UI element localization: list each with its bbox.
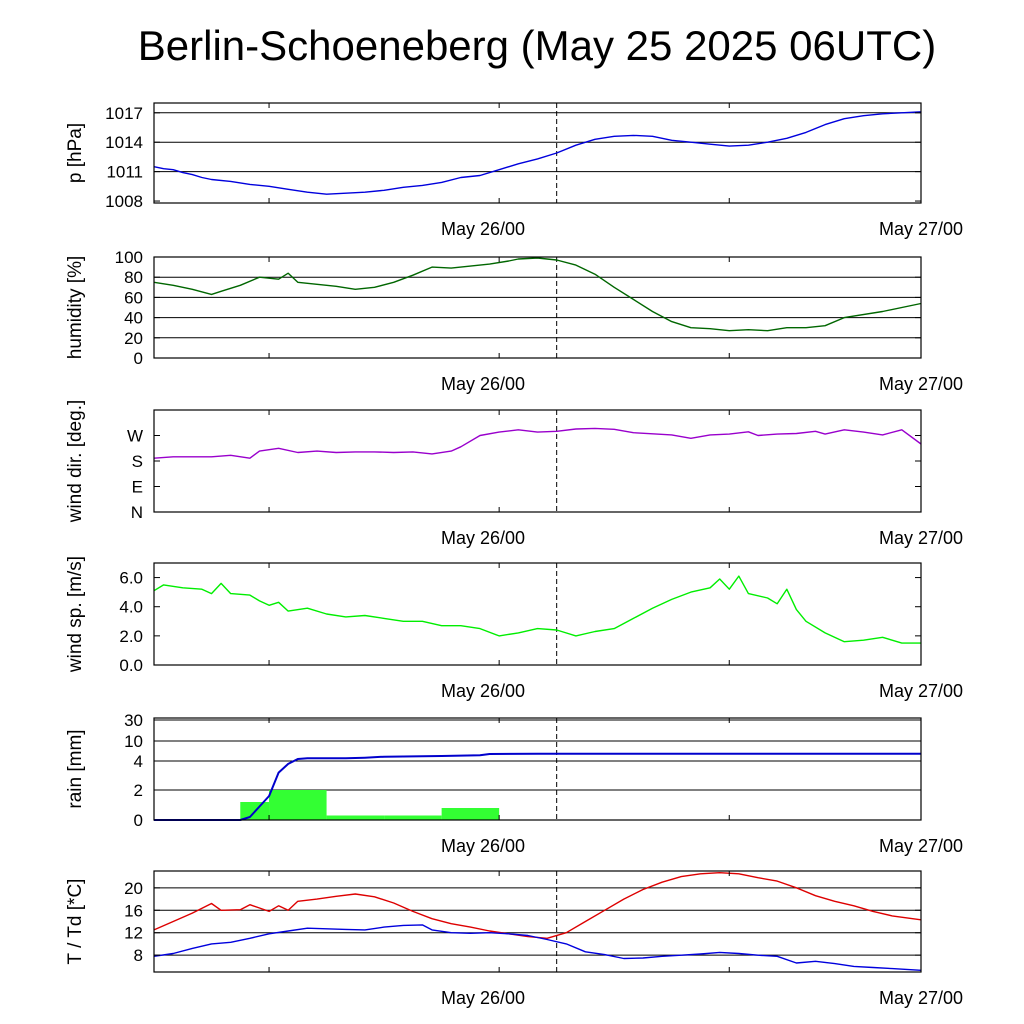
x-tick-label: May 26/00 xyxy=(441,374,525,394)
y-tick-label: 4.0 xyxy=(119,598,143,617)
rain-bar xyxy=(441,808,500,820)
panel-frame xyxy=(153,409,922,513)
x-tick-label: May 27/00 xyxy=(879,836,963,856)
series-line-t xyxy=(153,872,922,939)
series-line xyxy=(153,575,921,644)
y-axis-label: wind dir. [deg.] xyxy=(65,400,86,524)
y-axis-label: p [hPa] xyxy=(65,123,86,183)
y-tick-label: 2.0 xyxy=(119,627,143,646)
panel-frame xyxy=(153,870,922,973)
y-tick-label: 1014 xyxy=(105,133,143,152)
panel-frame xyxy=(153,562,922,666)
x-tick-label: May 27/00 xyxy=(879,219,963,239)
y-tick-label: 40 xyxy=(124,309,143,328)
y-tick-label: 0.0 xyxy=(119,656,143,675)
y-axis-label: rain [mm] xyxy=(65,729,86,808)
series-line xyxy=(153,257,922,332)
y-tick-label: 0 xyxy=(134,811,143,830)
series-line xyxy=(154,752,921,821)
y-tick-label: 100 xyxy=(115,248,143,267)
x-tick-label: May 27/00 xyxy=(879,988,963,1008)
x-tick-label: May 26/00 xyxy=(441,988,525,1008)
x-tick-label: May 27/00 xyxy=(879,374,963,394)
y-tick-label: 4 xyxy=(134,752,143,771)
chart-title: Berlin-Schoeneberg (May 25 2025 06UTC) xyxy=(137,22,937,69)
y-axis-label: wind sp. [m/s] xyxy=(65,556,86,673)
y-tick-label: 20 xyxy=(124,329,143,348)
x-tick-label: May 27/00 xyxy=(879,528,963,548)
series-line xyxy=(153,427,922,459)
y-tick-label: 1017 xyxy=(105,104,143,123)
x-tick-label: May 27/00 xyxy=(879,681,963,701)
y-tick-label: 16 xyxy=(124,901,143,920)
x-tick-label: May 26/00 xyxy=(441,219,525,239)
y-tick-label: 1011 xyxy=(106,163,143,182)
y-tick-label: 12 xyxy=(124,924,143,943)
y-tick-label: 1008 xyxy=(105,192,143,211)
y-tick-label: E xyxy=(132,478,143,497)
panel-frame xyxy=(153,102,922,204)
y-tick-label: W xyxy=(127,427,143,446)
y-axis-label: humidity [%] xyxy=(65,256,86,359)
x-tick-label: May 26/00 xyxy=(441,528,525,548)
y-tick-label: 8 xyxy=(134,946,143,965)
y-tick-label: 10 xyxy=(124,732,143,751)
y-tick-label: S xyxy=(132,452,143,471)
series-line xyxy=(153,111,922,195)
y-tick-label: 80 xyxy=(124,268,143,287)
y-tick-label: N xyxy=(131,503,143,522)
panel-frame xyxy=(153,256,922,359)
y-tick-label: 20 xyxy=(124,879,143,898)
y-tick-label: 6.0 xyxy=(119,569,143,588)
rain-bar xyxy=(326,815,385,820)
x-tick-label: May 26/00 xyxy=(441,836,525,856)
rain-bar xyxy=(384,815,442,820)
y-tick-label: 2 xyxy=(134,781,143,800)
panel-frame xyxy=(153,717,922,821)
y-axis-label: T / Td [*C] xyxy=(65,879,86,965)
y-tick-label: 30 xyxy=(124,711,143,730)
x-tick-label: May 26/00 xyxy=(441,681,525,701)
y-tick-label: 0 xyxy=(134,349,143,368)
y-tick-label: 60 xyxy=(124,288,143,307)
rain-bar xyxy=(269,790,327,820)
series-line-td xyxy=(153,924,922,971)
